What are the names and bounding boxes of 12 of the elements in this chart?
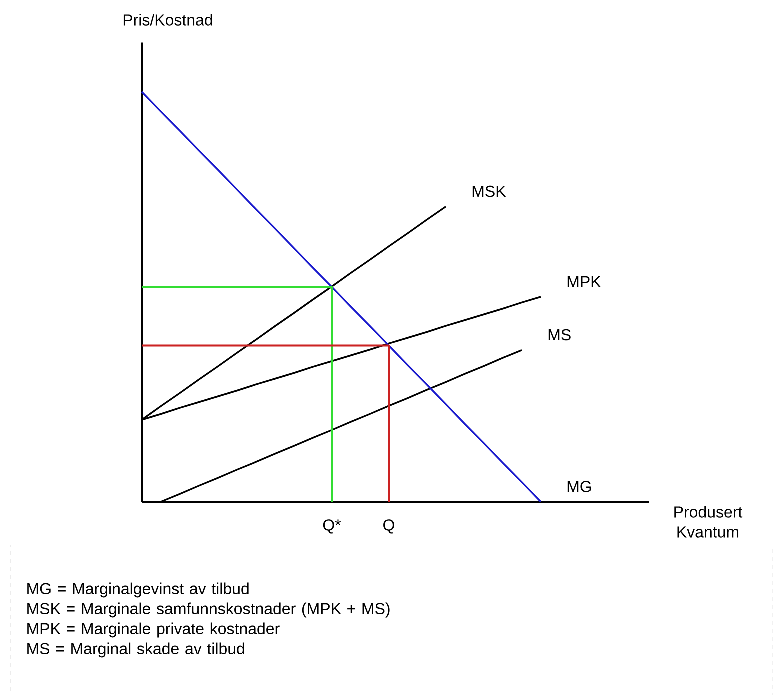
- text: MSK = Marginale samfunnskostnader (MPK + MS): [28, 603, 390, 618]
- series-label: MSK: [472, 186, 506, 198]
- text: MS = Marginal skade av tilbud: [28, 643, 244, 658]
- x-tick-label: Q*: [323, 520, 342, 534]
- text: MPK = Marginale private kostnader: [28, 623, 280, 638]
- x-tick-label: Q: [384, 520, 394, 534]
- series-label: MG: [568, 481, 592, 493]
- x-axis-title: Produsert Kvantum: [674, 506, 743, 538]
- series-label: MS: [548, 330, 571, 341]
- text: MG = Marginalgevinst av tilbud: [28, 583, 249, 598]
- series-label: MPK: [568, 276, 602, 288]
- y-axis-title: Pris/Kostnad: [124, 14, 212, 26]
